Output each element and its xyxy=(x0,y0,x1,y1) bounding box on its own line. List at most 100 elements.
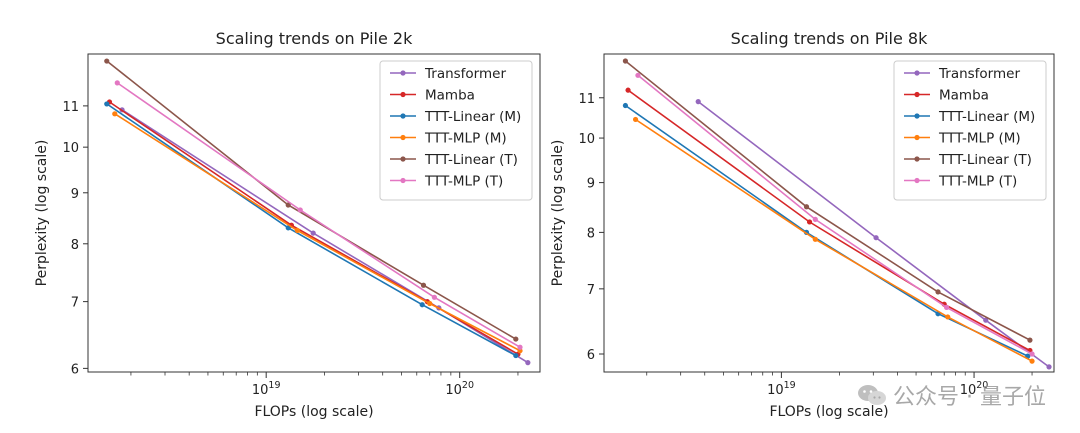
data-point-transformer xyxy=(525,360,531,366)
x-tick-label: 1019 xyxy=(252,380,281,398)
data-point-ttt-linear-m xyxy=(622,102,629,109)
data-point-transformer xyxy=(1046,364,1052,370)
y-tick-label: 6 xyxy=(71,362,79,377)
legend-marker-ttt-mlp-t xyxy=(914,177,920,184)
data-point-ttt-linear-t xyxy=(935,289,941,295)
watermark-text: 公众号 · 量子位 xyxy=(893,385,1046,410)
series-ttt-linear-t xyxy=(104,58,519,342)
data-point-ttt-mlp-m xyxy=(1029,358,1035,364)
legend-label-ttt-linear-t: TTT-Linear (T) xyxy=(424,152,518,168)
x-axis-label: FLOPs (log scale) xyxy=(769,404,888,420)
chart-title: Scaling trends on Pile 2k xyxy=(216,29,413,48)
series-line-ttt-mlp-m xyxy=(114,113,521,352)
data-point-ttt-linear-t xyxy=(285,202,291,208)
data-point-ttt-linear-m xyxy=(285,225,291,231)
y-axis-label: Perplexity (log scale) xyxy=(550,140,566,287)
data-point-mamba xyxy=(806,219,813,225)
series-ttt-mlp-t xyxy=(635,72,1035,357)
x-tick-label: 1020 xyxy=(445,380,474,398)
data-point-transformer xyxy=(983,317,989,323)
data-point-ttt-linear-m xyxy=(513,352,519,359)
x-tick-label: 1020 xyxy=(960,380,989,398)
watermark: 公众号 · 量子位 xyxy=(857,379,1046,411)
legend-marker-ttt-linear-m xyxy=(400,113,406,119)
data-point-ttt-linear-m xyxy=(419,302,425,308)
chart-title: Scaling trends on Pile 8k xyxy=(731,29,928,48)
data-point-ttt-linear-t xyxy=(420,282,427,288)
data-point-ttt-mlp-m xyxy=(632,116,639,123)
legend-marker-mamba xyxy=(914,91,920,98)
chart-panel-pile-8k: Scaling trends on Pile 8k FLOPs (log scal… xyxy=(550,29,1055,420)
y-tick-label: 9 xyxy=(71,187,79,202)
data-point-ttt-linear-t xyxy=(803,204,810,210)
legend-label-transformer: Transformer xyxy=(424,66,506,82)
legend-marker-ttt-mlp-m xyxy=(914,134,920,141)
legend-label-ttt-mlp-m: TTT-MLP (M) xyxy=(938,131,1021,147)
y-tick-label: 11 xyxy=(578,92,595,107)
y-tick-label: 8 xyxy=(587,226,595,241)
legend-label-mamba: Mamba xyxy=(939,88,989,104)
data-point-ttt-mlp-t xyxy=(1029,351,1035,357)
y-tick-label: 6 xyxy=(587,348,595,363)
legend: Transformer Mamba TTT-Linear (M) TTT-MLP (M… xyxy=(893,60,1047,201)
legend-box xyxy=(893,60,1047,201)
x-axis-label: FLOPs (log scale) xyxy=(254,404,373,420)
legend-label-ttt-mlp-m: TTT-MLP (M) xyxy=(424,131,507,147)
legend-label-ttt-linear-m: TTT-Linear (M) xyxy=(424,109,521,125)
data-point-ttt-linear-t xyxy=(513,336,519,342)
series-line-transformer xyxy=(121,109,529,364)
data-point-ttt-linear-t xyxy=(104,58,110,64)
y-axis-label: Perplexity (log scale) xyxy=(34,140,50,287)
legend-label-ttt-linear-t: TTT-Linear (T) xyxy=(938,152,1032,168)
y-tick-label: 10 xyxy=(578,132,595,147)
data-point-ttt-mlp-t xyxy=(114,80,120,86)
data-point-ttt-mlp-m xyxy=(427,300,433,307)
legend-marker-ttt-linear-t xyxy=(914,156,920,162)
data-point-ttt-linear-t xyxy=(622,58,629,64)
legend-marker-transformer xyxy=(914,70,920,76)
data-point-ttt-mlp-t xyxy=(635,72,641,78)
y-tick-label: 7 xyxy=(71,296,79,311)
legend-marker-transformer xyxy=(400,70,406,76)
series-line-ttt-linear-t xyxy=(106,60,517,340)
wechat-logo-icon xyxy=(858,385,887,405)
legend: Transformer Mamba TTT-Linear (M) TTT-MLP (M… xyxy=(379,60,533,201)
legend-label-mamba: Mamba xyxy=(425,88,475,104)
series-line-ttt-linear-t xyxy=(624,60,1031,341)
series-ttt-mlp-m xyxy=(632,116,1035,364)
series-line-mamba xyxy=(109,101,519,355)
legend-label-ttt-mlp-t: TTT-MLP (T) xyxy=(424,174,503,190)
data-point-ttt-mlp-t xyxy=(431,294,437,300)
data-point-ttt-mlp-m xyxy=(112,111,118,117)
data-point-transformer xyxy=(695,99,701,105)
chart-panel-pile-2k: Scaling trends on Pile 2k FLOPs (log scal… xyxy=(34,29,541,420)
series-line-mamba xyxy=(627,89,1031,352)
data-point-ttt-mlp-t xyxy=(517,344,523,350)
data-point-ttt-mlp-m xyxy=(812,236,818,242)
y-tick-label: 9 xyxy=(587,177,595,192)
series-line-ttt-mlp-m xyxy=(635,118,1033,362)
legend-marker-ttt-mlp-m xyxy=(400,134,406,141)
data-point-ttt-mlp-m xyxy=(945,314,951,320)
series-line-ttt-mlp-t xyxy=(637,74,1033,355)
data-point-transformer xyxy=(310,230,316,236)
y-tick-label: 8 xyxy=(71,238,79,253)
legend-label-transformer: Transformer xyxy=(938,66,1020,82)
legend-marker-mamba xyxy=(400,91,406,98)
x-tick-label: 1019 xyxy=(767,380,796,398)
data-point-ttt-mlp-t xyxy=(943,304,950,310)
data-point-transformer xyxy=(873,235,879,241)
series-ttt-mlp-t xyxy=(114,80,523,350)
y-tick-label: 11 xyxy=(62,100,79,115)
data-point-ttt-mlp-m xyxy=(294,227,301,234)
legend-label-ttt-mlp-t: TTT-MLP (T) xyxy=(938,174,1017,190)
series-line-ttt-mlp-t xyxy=(116,82,521,348)
data-point-ttt-linear-t xyxy=(1027,337,1033,343)
series-ttt-linear-t xyxy=(622,58,1033,343)
legend-box xyxy=(379,60,533,201)
data-point-ttt-mlp-t xyxy=(812,216,818,222)
plot-frame xyxy=(603,53,1055,373)
legend-label-ttt-linear-m: TTT-Linear (M) xyxy=(938,109,1035,125)
legend-marker-ttt-linear-m xyxy=(914,113,920,119)
